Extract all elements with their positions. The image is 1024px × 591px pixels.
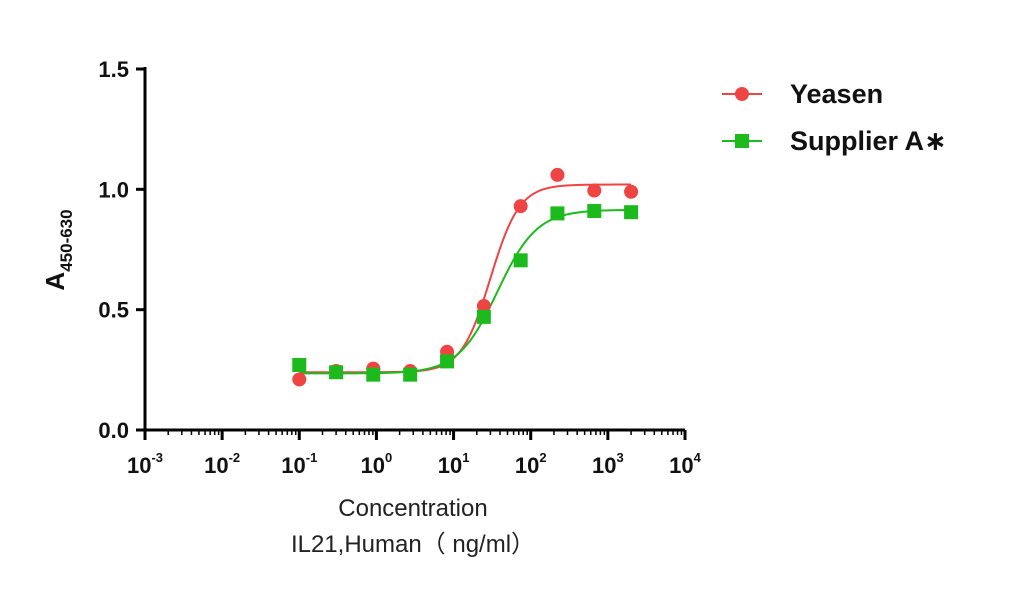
x-tick-label: 102 [515,450,547,478]
x-tick-label: 10-2 [204,450,240,478]
legend-marker-yeasen [735,87,749,101]
y-tick-label: 1.0 [98,177,129,202]
x-tick-label: 10-1 [281,450,317,478]
fit-curve-series-1 [299,208,632,375]
legend-item-supplier-a: Supplier A∗ [722,126,947,156]
point-series-1 [292,358,307,373]
x-tick-label: 100 [361,450,393,478]
point-series-0 [624,184,639,199]
point-series-0 [550,167,565,182]
point-series-1 [476,309,491,324]
x-axis-label-line2: IL21,Human（ ng/ml） [291,531,535,558]
point-series-1 [513,253,528,268]
point-series-1 [366,367,381,382]
data-points [292,167,639,387]
legend-label-yeasen: Yeasen [790,79,883,109]
point-series-1 [329,365,344,380]
y-tick-label: 0.0 [98,418,129,443]
fit-curve-series-0 [299,183,632,374]
point-series-1 [624,205,639,220]
x-tick-label: 10-3 [127,450,163,478]
point-series-0 [513,199,528,214]
y-axis-label: A450-630 [40,209,76,290]
axes: 0.0 0.5 1.0 1.5 10-3 10-2 10-1 100 101 102 103 104 [98,57,701,478]
point-series-1 [440,354,455,369]
x-tick-label: 103 [592,450,624,478]
y-tick-label: 0.5 [98,298,129,323]
legend: Yeasen Supplier A∗ [722,79,947,156]
legend-marker-supplier-a [735,134,749,148]
point-series-1 [550,206,565,221]
point-series-0 [476,299,491,314]
x-axis-label-line1: Concentration [338,495,487,522]
point-series-1 [587,203,602,218]
fit-curves [299,183,632,375]
x-tick-label: 104 [669,450,701,478]
y-tick-label: 1.5 [98,57,129,82]
point-series-0 [587,183,602,198]
legend-item-yeasen: Yeasen [722,79,883,109]
x-tick-label: 101 [438,450,470,478]
point-series-0 [292,372,307,387]
point-series-1 [403,367,418,382]
legend-label-supplier-a: Supplier A∗ [790,126,947,156]
